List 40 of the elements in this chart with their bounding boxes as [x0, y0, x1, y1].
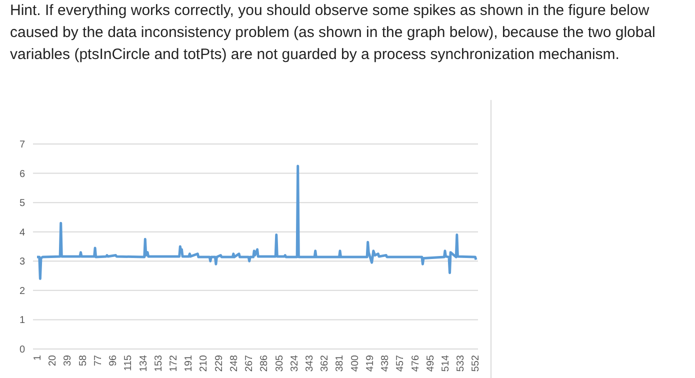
x-tick-label: 438: [380, 354, 392, 372]
y-tick-label: 5: [19, 198, 26, 210]
x-tick-label: 210: [198, 354, 210, 372]
x-tick-label: 324: [289, 354, 300, 372]
x-tick-label: 495: [425, 354, 436, 372]
y-tick-label: 0: [19, 344, 26, 356]
x-tick-label: 153: [153, 354, 164, 372]
x-tick-label: 20: [48, 354, 59, 366]
chart-title: Hint. If everything works correctly, you should observe some spikes as shown in the figure below caused by the data inconsistency problem (as shown in the graph below), because the two global variables (ptsInCircle and totPts) are not guarded by a process synchronization mechanism.: [10, 1, 656, 65]
x-tick-label: 172: [168, 354, 180, 372]
x-tick-label: 96: [108, 354, 120, 366]
y-tick-label: 2: [19, 286, 26, 297]
x-tick-label: 286: [259, 354, 270, 372]
x-tick-label: 134: [138, 354, 150, 372]
y-tick-label: 4: [19, 227, 26, 238]
x-tick-label: 58: [78, 354, 89, 366]
x-tick-label: 362: [320, 354, 331, 372]
x-tick-label: 191: [184, 354, 195, 372]
x-tick-label: 476: [410, 354, 422, 372]
x-tick-label: 115: [123, 354, 134, 371]
y-tick-label: 7: [19, 140, 26, 150]
x-tick-label: 248: [228, 354, 240, 372]
x-tick-label: 381: [334, 354, 346, 372]
x-tick-label: 552: [470, 354, 482, 372]
x-tick-label: 39: [62, 354, 74, 366]
y-tick-label: 3: [19, 256, 26, 268]
x-tick-label: 514: [440, 354, 452, 372]
x-tick-label: 305: [274, 354, 286, 372]
y-tick-label: 6: [19, 168, 26, 180]
x-tick-label: 400: [350, 354, 361, 372]
x-tick-label: 457: [395, 354, 406, 372]
x-tick-label: 1: [32, 354, 44, 361]
x-tick-label: 267: [244, 354, 256, 372]
x-tick-label: 229: [214, 354, 225, 372]
y-tick-label: 1: [19, 315, 26, 326]
x-tick-label: 419: [364, 354, 376, 372]
x-tick-label: 77: [92, 354, 104, 366]
x-tick-label: 343: [304, 354, 316, 372]
x-tick-label: 533: [456, 354, 467, 372]
line-series: [36, 164, 478, 280]
